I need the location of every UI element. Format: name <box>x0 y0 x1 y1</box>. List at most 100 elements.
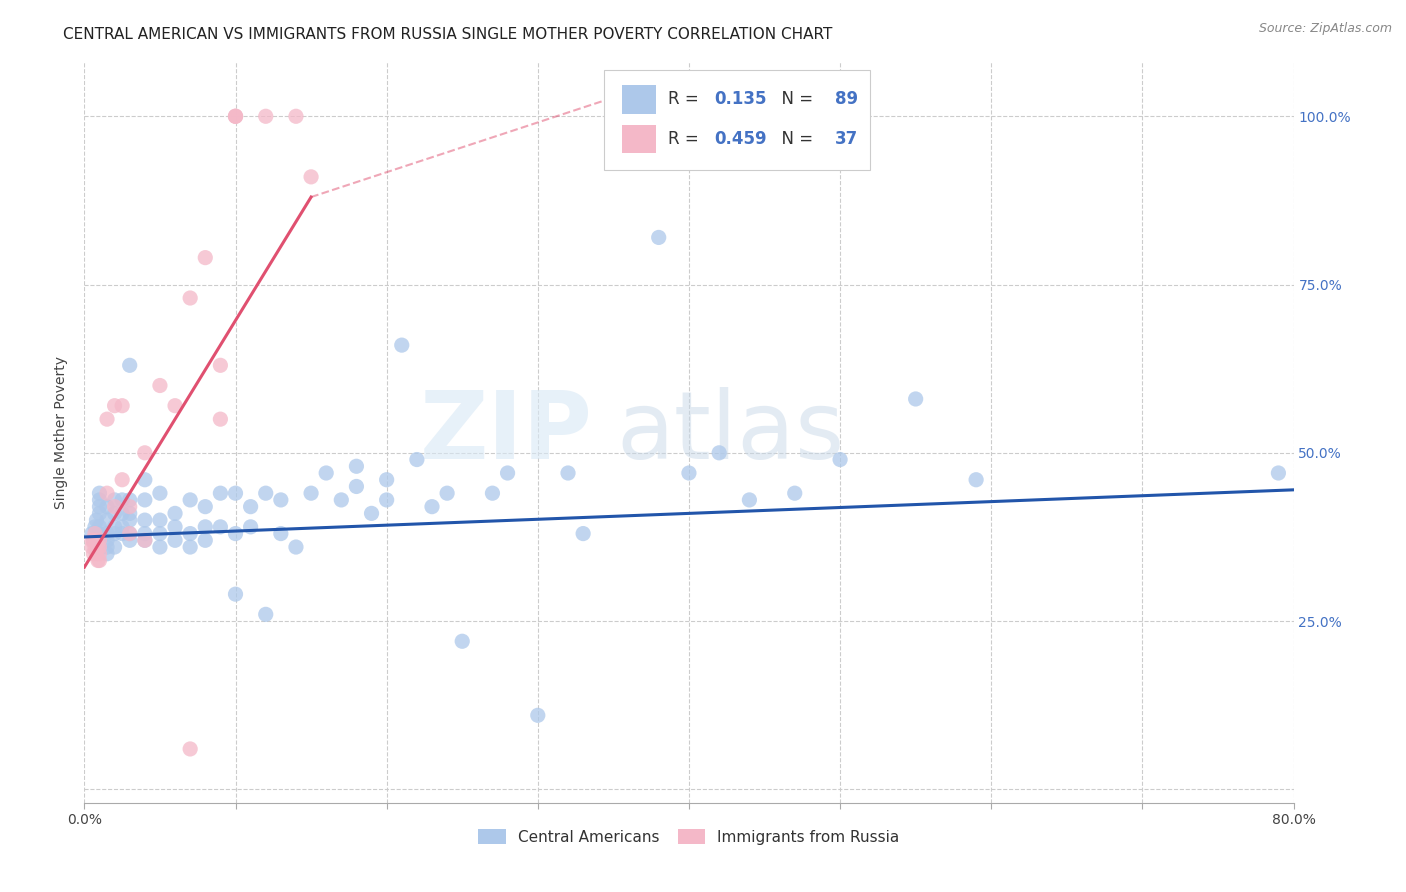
Point <box>134 526 156 541</box>
Point <box>165 520 187 534</box>
Point <box>134 513 156 527</box>
Point <box>270 526 292 541</box>
Text: ZIP: ZIP <box>419 386 592 479</box>
Point <box>285 109 308 123</box>
Point <box>738 492 761 507</box>
Point <box>104 399 127 413</box>
Point <box>118 533 141 548</box>
Point <box>84 526 107 541</box>
Y-axis label: Single Mother Poverty: Single Mother Poverty <box>55 356 69 509</box>
Point <box>179 526 201 541</box>
Point <box>104 500 127 514</box>
Point <box>254 607 277 622</box>
Text: atlas: atlas <box>616 386 845 479</box>
Point <box>179 492 201 507</box>
Point <box>96 486 118 500</box>
Point <box>225 109 247 123</box>
Point <box>225 109 247 123</box>
Point <box>89 492 111 507</box>
Point <box>709 446 731 460</box>
Point <box>179 742 201 756</box>
Point <box>209 520 232 534</box>
Point <box>346 459 368 474</box>
Point <box>96 500 118 514</box>
Point <box>481 486 503 500</box>
Point <box>209 486 232 500</box>
Point <box>82 547 104 561</box>
Point <box>165 507 187 521</box>
Point <box>80 540 103 554</box>
Point <box>315 466 337 480</box>
Text: R =: R = <box>668 90 704 109</box>
Point <box>104 492 127 507</box>
FancyBboxPatch shape <box>605 70 870 169</box>
Point <box>965 473 987 487</box>
Point <box>285 540 308 554</box>
Point <box>165 533 187 548</box>
Point <box>134 473 156 487</box>
Point <box>89 533 111 548</box>
Bar <box>623 125 657 153</box>
Point <box>89 486 111 500</box>
Point <box>375 473 398 487</box>
Point <box>118 500 141 514</box>
Point <box>330 492 353 507</box>
Point <box>89 540 111 554</box>
Point <box>84 520 107 534</box>
Point <box>87 540 110 554</box>
Point <box>89 526 111 541</box>
Point <box>111 526 134 541</box>
Point <box>96 547 118 561</box>
Point <box>111 507 134 521</box>
Point <box>254 109 277 123</box>
Point <box>82 533 104 548</box>
Point <box>87 540 110 554</box>
Text: Source: ZipAtlas.com: Source: ZipAtlas.com <box>1258 22 1392 36</box>
Point <box>904 392 927 406</box>
Point <box>96 540 118 554</box>
Point <box>179 291 201 305</box>
Text: CENTRAL AMERICAN VS IMMIGRANTS FROM RUSSIA SINGLE MOTHER POVERTY CORRELATION CHA: CENTRAL AMERICAN VS IMMIGRANTS FROM RUSS… <box>63 27 832 42</box>
Point <box>134 533 156 548</box>
Point <box>270 492 292 507</box>
Point <box>225 109 247 123</box>
Point <box>86 533 108 548</box>
Point <box>225 526 247 541</box>
Point <box>194 500 217 514</box>
Legend: Central Americans, Immigrants from Russia: Central Americans, Immigrants from Russi… <box>472 822 905 851</box>
Point <box>104 520 127 534</box>
Point <box>86 513 108 527</box>
Point <box>118 359 141 373</box>
Point <box>111 492 134 507</box>
Point <box>89 520 111 534</box>
Point <box>648 230 671 244</box>
Point <box>89 553 111 567</box>
Text: 37: 37 <box>835 129 859 148</box>
Text: 89: 89 <box>835 90 859 109</box>
Point <box>496 466 519 480</box>
Point <box>299 486 322 500</box>
Point <box>830 452 852 467</box>
Point <box>360 507 382 521</box>
Point <box>225 587 247 601</box>
Point <box>406 452 429 467</box>
Point <box>572 526 595 541</box>
Point <box>346 479 368 493</box>
Point <box>557 466 579 480</box>
Point <box>165 399 187 413</box>
Point <box>194 520 217 534</box>
Point <box>436 486 458 500</box>
Point <box>1267 466 1289 480</box>
Point <box>134 492 156 507</box>
Point <box>239 500 262 514</box>
Point <box>118 526 141 541</box>
Point <box>134 533 156 548</box>
Point <box>225 486 247 500</box>
Point <box>149 513 172 527</box>
Point <box>118 526 141 541</box>
Point <box>111 473 134 487</box>
Point <box>89 547 111 561</box>
Bar <box>623 86 657 113</box>
Point <box>82 533 104 548</box>
Point <box>194 251 217 265</box>
